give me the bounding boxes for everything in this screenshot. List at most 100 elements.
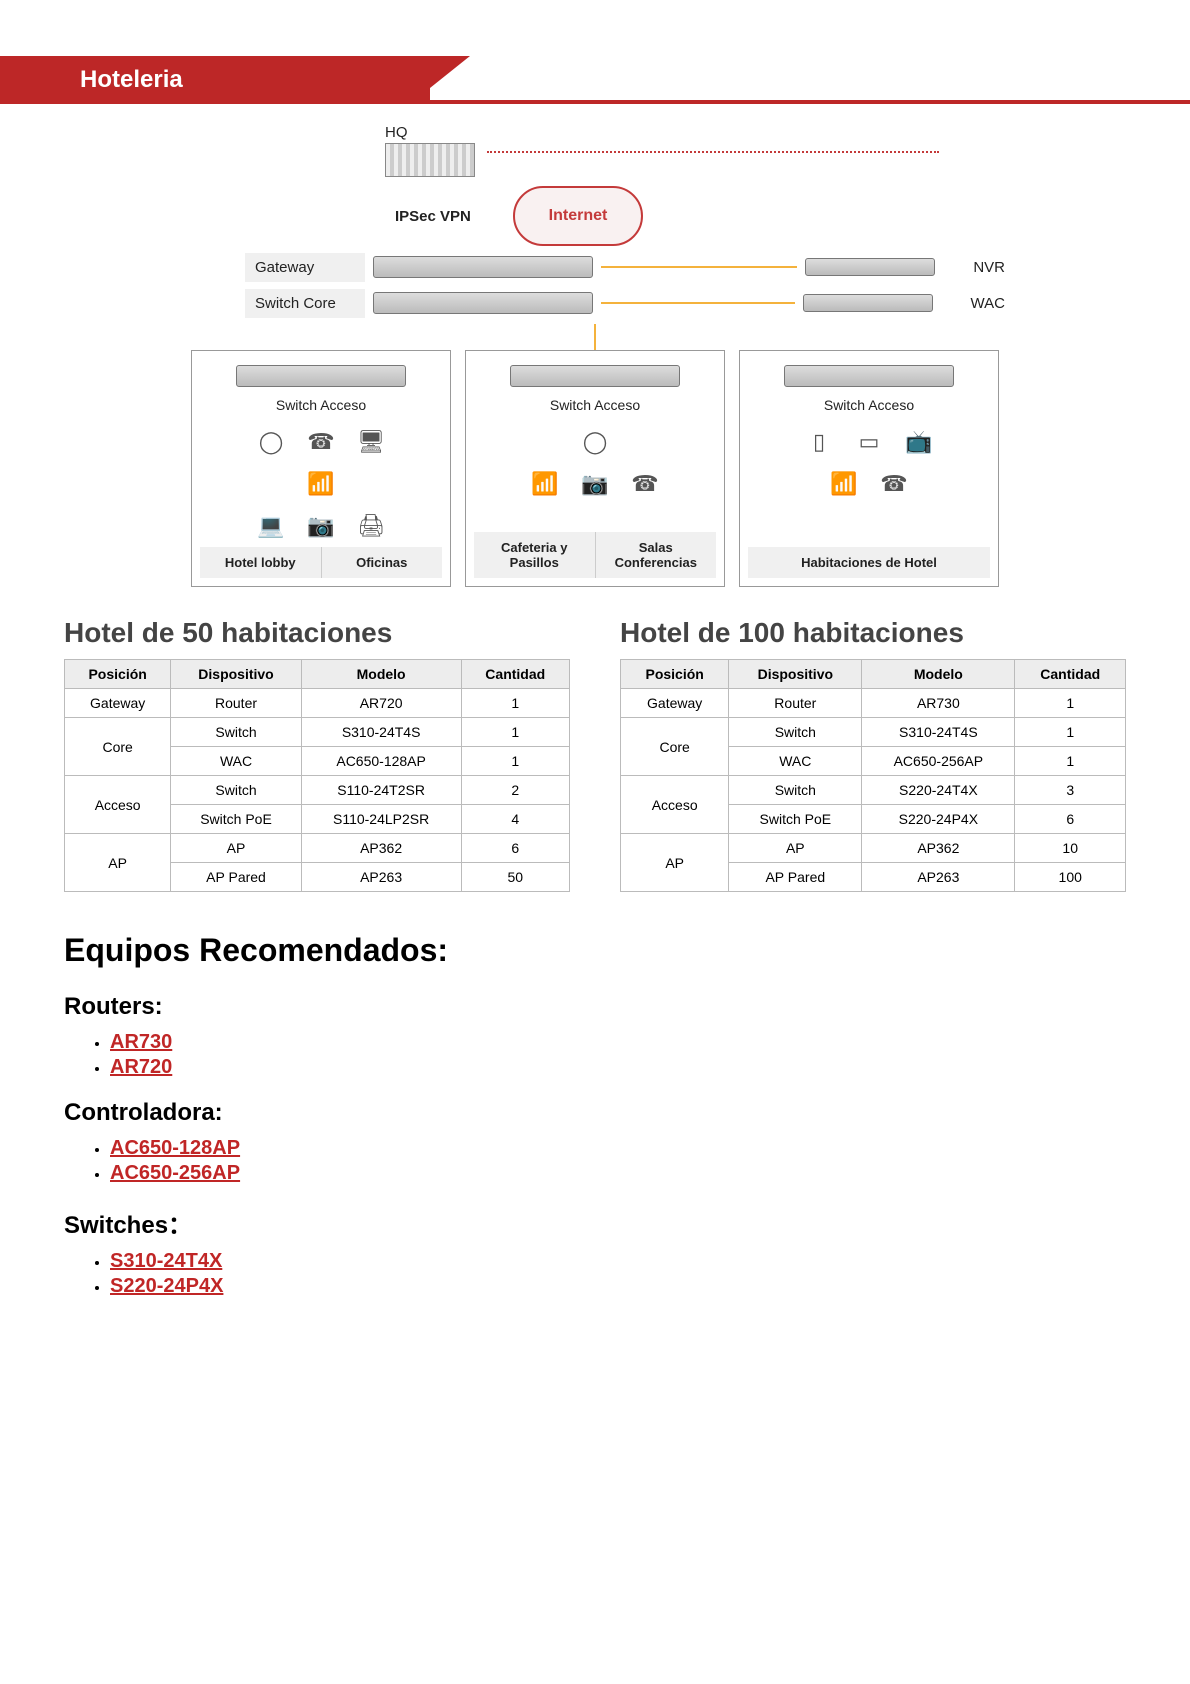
table-cell: 4 bbox=[461, 805, 570, 834]
table-cell: 3 bbox=[1015, 776, 1126, 805]
table-cell: AP263 bbox=[301, 863, 461, 892]
nvr-label: NVR bbox=[973, 259, 1005, 276]
table-title: Hotel de 100 habitaciones bbox=[620, 617, 1126, 649]
table-cell: S110-24LP2SR bbox=[301, 805, 461, 834]
table-cell: 1 bbox=[461, 718, 570, 747]
category-heading: Switches： bbox=[64, 1205, 1126, 1240]
recommended-title: Equipos Recomendados: bbox=[64, 932, 1126, 969]
access-switch-icon bbox=[510, 365, 680, 387]
position-cell: Gateway bbox=[65, 689, 171, 718]
table-cell: Router bbox=[171, 689, 301, 718]
phone-icon: ☎ bbox=[876, 469, 912, 499]
table-cell: 1 bbox=[1015, 718, 1126, 747]
hq-icon bbox=[385, 143, 475, 177]
access-switch-icon bbox=[236, 365, 406, 387]
table-cell: S310-24T4S bbox=[301, 718, 461, 747]
table-row: AccesoSwitchS110-24T2SR2 bbox=[65, 776, 570, 805]
table-cell: S110-24T2SR bbox=[301, 776, 461, 805]
switch-acceso-label: Switch Acceso bbox=[550, 397, 640, 413]
model-link[interactable]: AR720 bbox=[110, 1056, 172, 1078]
page-title: Hoteleria bbox=[80, 66, 183, 94]
branch-footer-label: Hotel lobby bbox=[200, 547, 322, 578]
list-item: AR720 bbox=[110, 1056, 1126, 1079]
table-cell: 100 bbox=[1015, 863, 1126, 892]
table-cell: AP Pared bbox=[729, 863, 862, 892]
table-cell: AR720 bbox=[301, 689, 461, 718]
list-item: AC650-256AP bbox=[110, 1162, 1126, 1185]
branch-footer-label: Salas Conferencias bbox=[596, 532, 717, 578]
position-cell: Core bbox=[65, 718, 171, 776]
table-row: CoreSwitchS310-24T4S1 bbox=[621, 718, 1126, 747]
list-item: AR730 bbox=[110, 1031, 1126, 1054]
switchcore-label: Switch Core bbox=[245, 289, 365, 318]
table-cell: 10 bbox=[1015, 834, 1126, 863]
table-title: Hotel de 50 habitaciones bbox=[64, 617, 570, 649]
branch-footer-label: Oficinas bbox=[322, 547, 443, 578]
category-heading: Controladora: bbox=[64, 1099, 1126, 1127]
model-link[interactable]: AR730 bbox=[110, 1031, 172, 1053]
table-cell: AP263 bbox=[862, 863, 1015, 892]
table-cell: AC650-128AP bbox=[301, 747, 461, 776]
table-cell: 1 bbox=[461, 747, 570, 776]
model-link[interactable]: AC650-256AP bbox=[110, 1162, 240, 1184]
spec-tables: Hotel de 50 habitaciones PosiciónDisposi… bbox=[64, 617, 1126, 892]
table-cell: WAC bbox=[729, 747, 862, 776]
table-100-rooms: Hotel de 100 habitaciones PosiciónDispos… bbox=[620, 617, 1126, 892]
table-cell: Router bbox=[729, 689, 862, 718]
position-cell: Acceso bbox=[621, 776, 729, 834]
table-cell: Switch bbox=[171, 718, 301, 747]
column-header: Cantidad bbox=[461, 660, 570, 689]
table-row: APAPAP3626 bbox=[65, 834, 570, 863]
printer-icon: 🖨 bbox=[353, 511, 389, 541]
table-cell: Switch bbox=[171, 776, 301, 805]
category-heading: Routers: bbox=[64, 993, 1126, 1021]
model-link[interactable]: S220-24P4X bbox=[110, 1275, 223, 1297]
table-cell: Switch PoE bbox=[729, 805, 862, 834]
wifi-icon: 📶 bbox=[826, 469, 862, 499]
position-cell: AP bbox=[65, 834, 171, 892]
position-cell: Acceso bbox=[65, 776, 171, 834]
page-header: Hoteleria bbox=[0, 56, 430, 104]
settop-icon: ▭ bbox=[851, 427, 887, 457]
column-header: Posición bbox=[65, 660, 171, 689]
ipsec-vpn-label: IPSec VPN bbox=[385, 202, 505, 231]
table-cell: 1 bbox=[1015, 747, 1126, 776]
model-link[interactable]: S310-24T4X bbox=[110, 1250, 222, 1272]
table-cell: S310-24T4S bbox=[862, 718, 1015, 747]
branch-habitaciones: Switch Acceso ▯ ▭ 📺 📶 ☎ Habitaciones de … bbox=[739, 350, 999, 587]
network-diagram: HQ IPSec VPN Internet Gateway NVR bbox=[185, 124, 1005, 587]
wifi-icon: 📶 bbox=[303, 469, 339, 499]
table-cell: 50 bbox=[461, 863, 570, 892]
table-cell: 6 bbox=[1015, 805, 1126, 834]
table-cell: AP Pared bbox=[171, 863, 301, 892]
core-switch-icon bbox=[373, 292, 593, 314]
wac-device-icon bbox=[803, 294, 933, 312]
branch-footer-label: Cafeteria y Pasillos bbox=[474, 532, 596, 578]
table-cell: AC650-256AP bbox=[862, 747, 1015, 776]
equipment-table-100: PosiciónDispositivoModeloCantidad Gatewa… bbox=[620, 659, 1126, 892]
model-link[interactable]: AC650-128AP bbox=[110, 1137, 240, 1159]
model-list: AC650-128AP AC650-256AP bbox=[110, 1137, 1126, 1185]
branch-footer-label: Habitaciones de Hotel bbox=[748, 547, 990, 578]
table-50-rooms: Hotel de 50 habitaciones PosiciónDisposi… bbox=[64, 617, 570, 892]
position-cell: Gateway bbox=[621, 689, 729, 718]
table-cell: S220-24P4X bbox=[862, 805, 1015, 834]
desktop-icon: 🖥 bbox=[353, 427, 389, 457]
laptop-icon: 💻 bbox=[253, 511, 289, 541]
table-cell: Switch PoE bbox=[171, 805, 301, 834]
table-cell: 6 bbox=[461, 834, 570, 863]
table-cell: AP bbox=[729, 834, 862, 863]
switch-acceso-label: Switch Acceso bbox=[276, 397, 366, 413]
ap-icon: ◯ bbox=[577, 427, 613, 457]
table-row: AccesoSwitchS220-24T4X3 bbox=[621, 776, 1126, 805]
table-row: GatewayRouterAR7301 bbox=[621, 689, 1126, 718]
column-header: Modelo bbox=[862, 660, 1015, 689]
table-row: CoreSwitchS310-24T4S1 bbox=[65, 718, 570, 747]
position-cell: Core bbox=[621, 718, 729, 776]
camera-icon: 📷 bbox=[577, 469, 613, 499]
table-cell: S220-24T4X bbox=[862, 776, 1015, 805]
table-cell: Switch bbox=[729, 718, 862, 747]
gateway-device-icon bbox=[373, 256, 593, 278]
tv-icon: 📺 bbox=[901, 427, 937, 457]
column-header: Posición bbox=[621, 660, 729, 689]
